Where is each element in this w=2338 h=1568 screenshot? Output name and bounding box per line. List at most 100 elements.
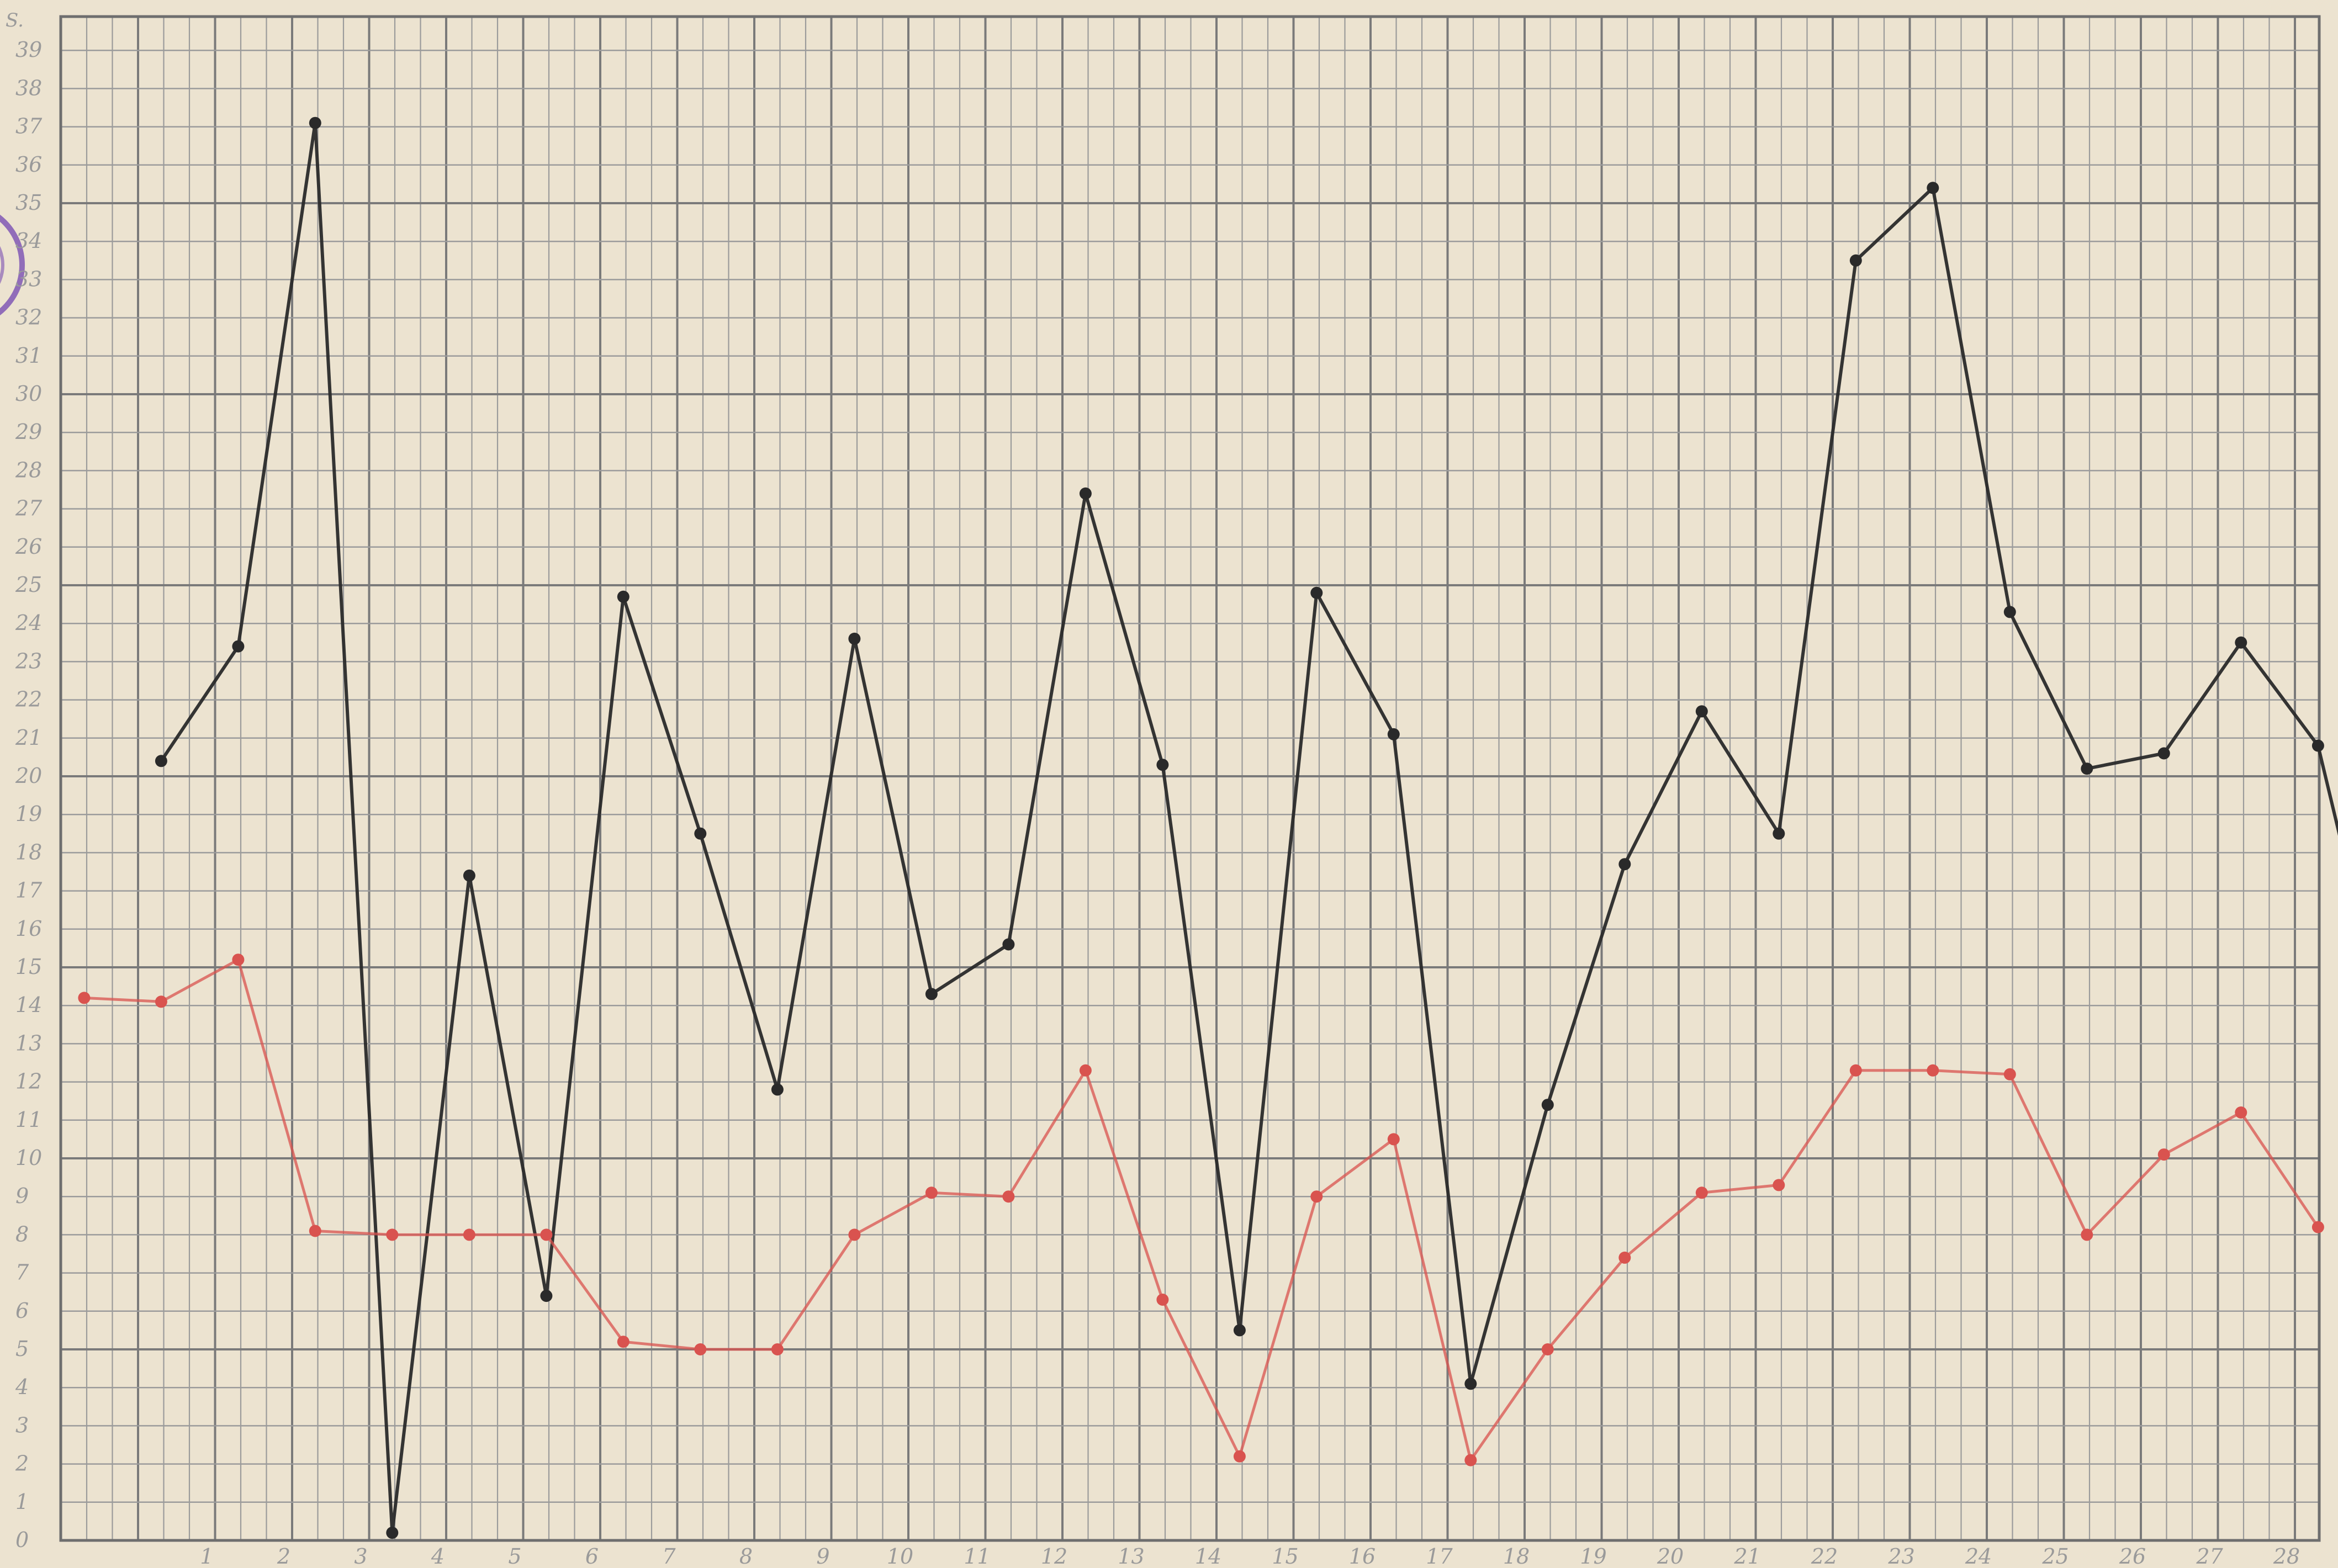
data-point [2235, 636, 2247, 649]
data-point [1695, 705, 1708, 718]
data-point [309, 116, 321, 129]
y-tick-label: 17 [15, 878, 43, 903]
x-tick-label: 10 [887, 1544, 913, 1568]
data-point [2003, 606, 2016, 618]
data-point [1079, 487, 1092, 500]
y-tick-label: 29 [15, 420, 42, 444]
data-point [540, 1290, 553, 1302]
data-point [2311, 1221, 2324, 1233]
x-tick-label: 6 [585, 1544, 599, 1568]
y-tick-label: 5 [15, 1337, 29, 1361]
y-tick-label: 19 [15, 802, 42, 826]
y-tick-label: 31 [15, 343, 42, 368]
data-point [617, 1336, 630, 1348]
corner-label: S. [6, 9, 24, 31]
data-point [2081, 1228, 2093, 1241]
y-tick-label: 10 [15, 1146, 42, 1170]
data-point [78, 992, 91, 1004]
data-point [771, 1343, 784, 1355]
x-tick-label: 22 [1811, 1544, 1838, 1568]
series-line [84, 958, 2319, 1462]
x-tick-label: 15 [1272, 1544, 1298, 1568]
x-tick-label: 26 [2119, 1544, 2146, 1568]
data-point [1310, 1190, 1323, 1203]
y-tick-label: 32 [15, 305, 42, 330]
data-point [1849, 254, 1862, 267]
data-point [617, 590, 630, 603]
y-tick-label: 0 [15, 1528, 29, 1552]
data-point [386, 1527, 399, 1539]
y-tick-label: 15 [15, 955, 42, 979]
data-point [1541, 1343, 1554, 1355]
x-tick-label: 16 [1349, 1544, 1376, 1568]
y-tick-label: 36 [15, 152, 42, 177]
x-tick-label: 21 [1733, 1544, 1760, 1568]
x-tick-label: 8 [739, 1544, 753, 1568]
data-point [155, 755, 167, 767]
data-point [694, 1343, 707, 1355]
x-tick-label: 23 [1887, 1544, 1914, 1568]
x-tick-label: 7 [662, 1544, 676, 1568]
data-point [1002, 1190, 1015, 1203]
y-tick-label: 33 [15, 267, 42, 291]
stamp [0, 214, 25, 316]
data-point [2157, 747, 2170, 760]
y-tick-label: 3 [15, 1413, 29, 1437]
y-tick-label: 14 [15, 993, 42, 1017]
y-tick-label: 22 [15, 687, 42, 712]
y-tick-label: 1 [15, 1490, 29, 1514]
x-tick-label: 5 [508, 1544, 521, 1568]
y-tick-label: 30 [15, 382, 42, 406]
data-point [1464, 1378, 1477, 1390]
data-point [232, 640, 245, 653]
y-tick-label: 38 [15, 76, 42, 100]
x-tick-label: 20 [1657, 1544, 1684, 1568]
y-tick-label: 9 [15, 1184, 29, 1208]
data-point [386, 1228, 399, 1241]
y-tick-label: 27 [15, 496, 43, 521]
stamp-ring [0, 214, 25, 316]
y-tick-label: 24 [15, 611, 42, 635]
y-tick-label: 26 [15, 534, 42, 559]
data-point [1773, 827, 1785, 840]
data-point [1310, 586, 1323, 599]
data-point [2157, 1148, 2170, 1161]
stamp-inner-ring [0, 246, 4, 284]
y-tick-label: 20 [15, 764, 42, 788]
data-point [1695, 1186, 1708, 1199]
y-tick-label: 2 [15, 1452, 29, 1476]
data-point [1849, 1064, 1862, 1077]
y-tick-label: 6 [15, 1299, 29, 1323]
x-axis-ticks: 1 2 3 4 5 6 7 8 9 10 11 12 13 14 15 16 17 18 19 20 21 22 23 24 2… [200, 1544, 2300, 1568]
x-tick-label: 19 [1580, 1544, 1606, 1568]
y-axis-ticks: 0123456789101112131415161718192021222324… [15, 38, 43, 1552]
data-point [463, 869, 475, 882]
data-point [1541, 1099, 1554, 1111]
y-tick-label: 11 [15, 1108, 42, 1132]
data-point [1464, 1454, 1477, 1466]
data-point [925, 1186, 938, 1199]
data-point [1387, 1133, 1400, 1146]
data-point [848, 632, 861, 645]
data-point [2081, 762, 2093, 775]
y-tick-label: 13 [15, 1031, 42, 1055]
y-tick-label: 28 [15, 458, 42, 482]
data-point [2003, 1068, 2016, 1080]
data-point [232, 953, 245, 966]
data-point [2311, 739, 2324, 752]
x-tick-label: 17 [1426, 1544, 1453, 1568]
y-tick-label: 23 [15, 649, 42, 673]
x-tick-label: 27 [2196, 1544, 2223, 1568]
data-point [1233, 1324, 1246, 1337]
x-tick-label: 18 [1503, 1544, 1530, 1568]
x-tick-label: 9 [816, 1544, 829, 1568]
y-tick-label: 7 [15, 1260, 29, 1285]
data-point [2235, 1106, 2247, 1119]
y-tick-label: 18 [15, 840, 42, 864]
data-point [1079, 1064, 1092, 1077]
series-black [155, 116, 2338, 1539]
data-point [1927, 182, 1939, 194]
